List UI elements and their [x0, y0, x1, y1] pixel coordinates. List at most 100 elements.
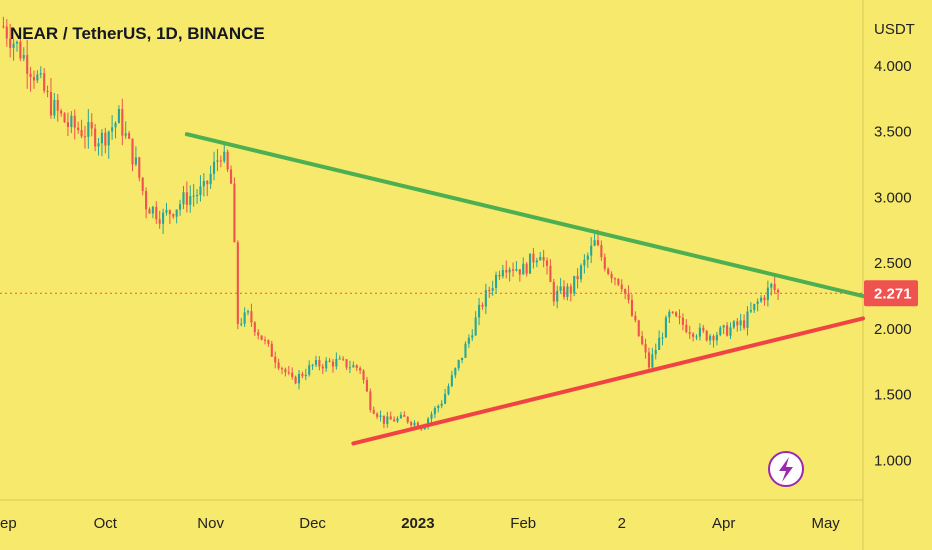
candle [131, 138, 134, 172]
candle-body [743, 320, 746, 328]
resistance-trendline [184, 132, 865, 299]
candle-body [664, 317, 667, 338]
candle [199, 175, 202, 202]
candle-body [389, 416, 392, 420]
candle-body [535, 260, 538, 263]
candle-body [481, 304, 484, 307]
candle [410, 420, 413, 428]
price-tick-label: 2.500 [874, 255, 912, 272]
candle-body [678, 316, 681, 318]
candle [590, 237, 593, 264]
candle [352, 361, 355, 368]
candle [124, 121, 127, 139]
candle-body [736, 321, 739, 326]
candle [729, 322, 732, 340]
candle [206, 180, 209, 197]
candle [688, 325, 691, 339]
price-tick-label: 1.000 [874, 453, 912, 470]
candle-body [668, 311, 671, 318]
candle [664, 315, 667, 338]
candle [100, 129, 103, 157]
candle-body [562, 286, 566, 297]
candle-body [413, 422, 416, 426]
candle [678, 309, 681, 325]
candle-body [246, 311, 250, 313]
candle-body [525, 263, 528, 274]
candle [712, 334, 715, 348]
candle [321, 363, 324, 374]
candle-body [376, 413, 379, 417]
candle [658, 330, 661, 350]
candle [117, 105, 120, 124]
candle-body [257, 332, 260, 336]
candle-body [301, 373, 304, 377]
time-tick-label: May [811, 515, 840, 532]
candle [318, 356, 321, 371]
candle-body [335, 358, 338, 367]
candle [566, 283, 569, 301]
candle-body [620, 284, 623, 290]
candle [331, 359, 335, 373]
candle [756, 298, 759, 312]
candle [630, 294, 634, 317]
candle [97, 138, 100, 156]
candle [263, 336, 267, 345]
candle-body [223, 151, 226, 162]
price-tick-label: 4.000 [874, 58, 912, 75]
candle-body [308, 365, 311, 375]
candle [593, 233, 596, 247]
candle [148, 207, 151, 214]
candle [240, 317, 243, 327]
candle [192, 184, 195, 207]
candle-body [549, 265, 552, 282]
candle-body [90, 122, 93, 129]
candle-body [382, 415, 385, 424]
candle-body [505, 269, 508, 273]
candle-body [270, 343, 273, 357]
candle [338, 355, 341, 360]
candle-body [766, 287, 769, 301]
candle [202, 173, 205, 197]
candle-body [607, 268, 610, 274]
candle [495, 271, 498, 294]
lightning-badge[interactable] [768, 451, 804, 487]
candle [12, 38, 15, 61]
candle-body [243, 312, 246, 324]
time-axis[interactable]: Sep Oct Nov Dec 2023 Feb 2 Apr May [0, 515, 840, 532]
candle [440, 400, 443, 409]
candle [111, 115, 114, 140]
candle-body [348, 367, 352, 369]
candle-body [362, 370, 365, 380]
candle [304, 368, 307, 381]
candle [308, 360, 311, 377]
candle-body [100, 132, 103, 144]
candle-body [440, 403, 443, 406]
candle [94, 124, 97, 152]
candle [15, 40, 19, 52]
candle-body [240, 323, 243, 325]
candle [661, 332, 664, 346]
candle [511, 262, 515, 277]
candle [162, 208, 165, 235]
candle [753, 303, 756, 313]
candle-body [138, 157, 141, 178]
candle-body [729, 327, 732, 336]
candle [250, 303, 253, 327]
candle-body [15, 41, 19, 44]
candle [209, 165, 212, 189]
candle [382, 415, 385, 429]
candle [654, 343, 657, 360]
candle-body [393, 419, 396, 422]
candle-body [199, 186, 202, 196]
candle-body [705, 330, 708, 341]
candle [29, 66, 32, 92]
candle-body [206, 180, 209, 185]
candle-body [280, 368, 284, 370]
candle [53, 92, 56, 119]
candle-body [685, 324, 688, 333]
candle-body [5, 26, 8, 39]
candle-body [569, 286, 572, 294]
candle-body [131, 138, 134, 165]
price-axis[interactable]: 4.000 3.500 3.000 2.500 2.000 1.500 1.000 [874, 58, 912, 470]
candle [535, 257, 538, 268]
